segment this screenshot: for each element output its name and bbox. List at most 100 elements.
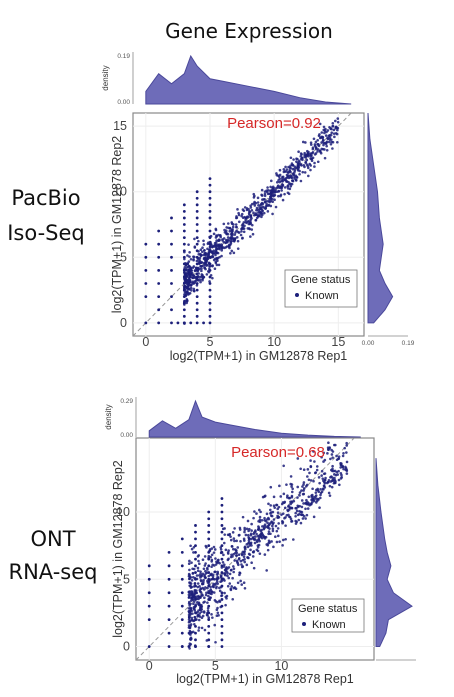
data-point xyxy=(189,612,192,615)
data-point xyxy=(282,168,286,171)
data-point xyxy=(182,321,186,325)
data-point xyxy=(307,174,310,178)
data-point xyxy=(147,604,151,608)
data-point xyxy=(283,516,286,520)
data-point xyxy=(188,559,191,563)
data-point xyxy=(328,484,332,488)
data-point xyxy=(262,211,266,215)
data-point xyxy=(205,273,209,276)
data-point xyxy=(220,591,224,595)
data-point xyxy=(188,600,191,604)
data-point xyxy=(249,541,253,545)
data-point xyxy=(257,525,260,528)
data-point xyxy=(208,282,212,285)
data-point xyxy=(213,257,217,261)
data-point xyxy=(327,441,330,445)
data-point xyxy=(202,256,206,260)
data-point xyxy=(187,590,191,594)
data-point xyxy=(200,610,203,614)
data-point xyxy=(243,215,246,219)
data-point xyxy=(225,566,228,569)
data-point xyxy=(212,551,216,554)
data-point xyxy=(213,599,217,602)
data-point xyxy=(327,448,330,452)
right-density-tick: 0.19 xyxy=(402,340,415,347)
data-point xyxy=(227,566,231,569)
data-point xyxy=(272,504,276,508)
data-point xyxy=(147,577,151,581)
data-point xyxy=(157,308,161,312)
data-point xyxy=(266,521,269,525)
data-point xyxy=(216,611,220,615)
data-point xyxy=(189,257,193,261)
data-point xyxy=(206,242,210,246)
data-point xyxy=(335,132,339,136)
data-point xyxy=(183,303,186,306)
data-point xyxy=(277,175,281,178)
data-point xyxy=(247,541,250,545)
data-point xyxy=(220,579,224,583)
data-point xyxy=(183,299,186,303)
data-point xyxy=(157,269,161,272)
data-point xyxy=(246,545,250,549)
data-point xyxy=(227,557,230,561)
data-point xyxy=(236,546,240,549)
data-point xyxy=(269,508,272,512)
data-point xyxy=(232,567,236,571)
data-point xyxy=(236,581,240,585)
data-point xyxy=(213,623,217,627)
data-point xyxy=(180,577,184,581)
data-point xyxy=(289,475,293,478)
data-point xyxy=(306,502,310,506)
data-point xyxy=(144,295,148,299)
legend-item: Known xyxy=(305,290,339,302)
data-point xyxy=(193,609,197,612)
data-point xyxy=(256,201,260,204)
data-point xyxy=(214,582,218,585)
y-tick-label: 10 xyxy=(116,505,130,519)
data-point xyxy=(256,196,260,200)
data-point xyxy=(271,527,275,530)
data-point xyxy=(269,197,273,201)
data-point xyxy=(312,499,316,503)
data-point xyxy=(313,165,316,168)
data-point xyxy=(197,239,200,243)
legend: Gene status Known xyxy=(284,269,358,308)
data-point xyxy=(189,266,193,270)
data-point xyxy=(201,246,204,249)
data-point xyxy=(213,548,217,551)
data-point xyxy=(300,164,303,167)
data-point xyxy=(250,561,253,564)
data-point xyxy=(342,467,345,471)
data-point xyxy=(189,608,193,611)
data-point xyxy=(193,600,196,603)
data-point xyxy=(220,503,224,507)
data-point xyxy=(189,630,192,634)
data-point xyxy=(334,126,337,130)
data-point xyxy=(296,496,299,499)
data-point xyxy=(289,156,293,160)
data-point xyxy=(193,245,197,249)
data-point xyxy=(157,255,161,259)
data-point xyxy=(272,495,276,499)
data-point xyxy=(333,476,336,480)
data-point xyxy=(220,243,223,246)
data-point xyxy=(344,468,348,472)
data-point xyxy=(340,473,343,477)
data-point xyxy=(202,578,205,582)
data-point xyxy=(157,282,161,285)
data-point xyxy=(202,588,206,591)
data-point xyxy=(249,235,252,238)
data-point xyxy=(336,117,340,120)
data-point xyxy=(199,576,202,579)
data-point xyxy=(188,255,191,258)
data-point xyxy=(206,609,210,612)
data-point xyxy=(290,506,294,510)
data-point xyxy=(202,243,206,246)
data-point xyxy=(252,192,256,196)
data-point xyxy=(300,153,303,156)
data-point xyxy=(256,546,260,549)
data-point xyxy=(251,555,255,558)
data-point xyxy=(180,537,184,541)
data-point xyxy=(239,559,243,563)
